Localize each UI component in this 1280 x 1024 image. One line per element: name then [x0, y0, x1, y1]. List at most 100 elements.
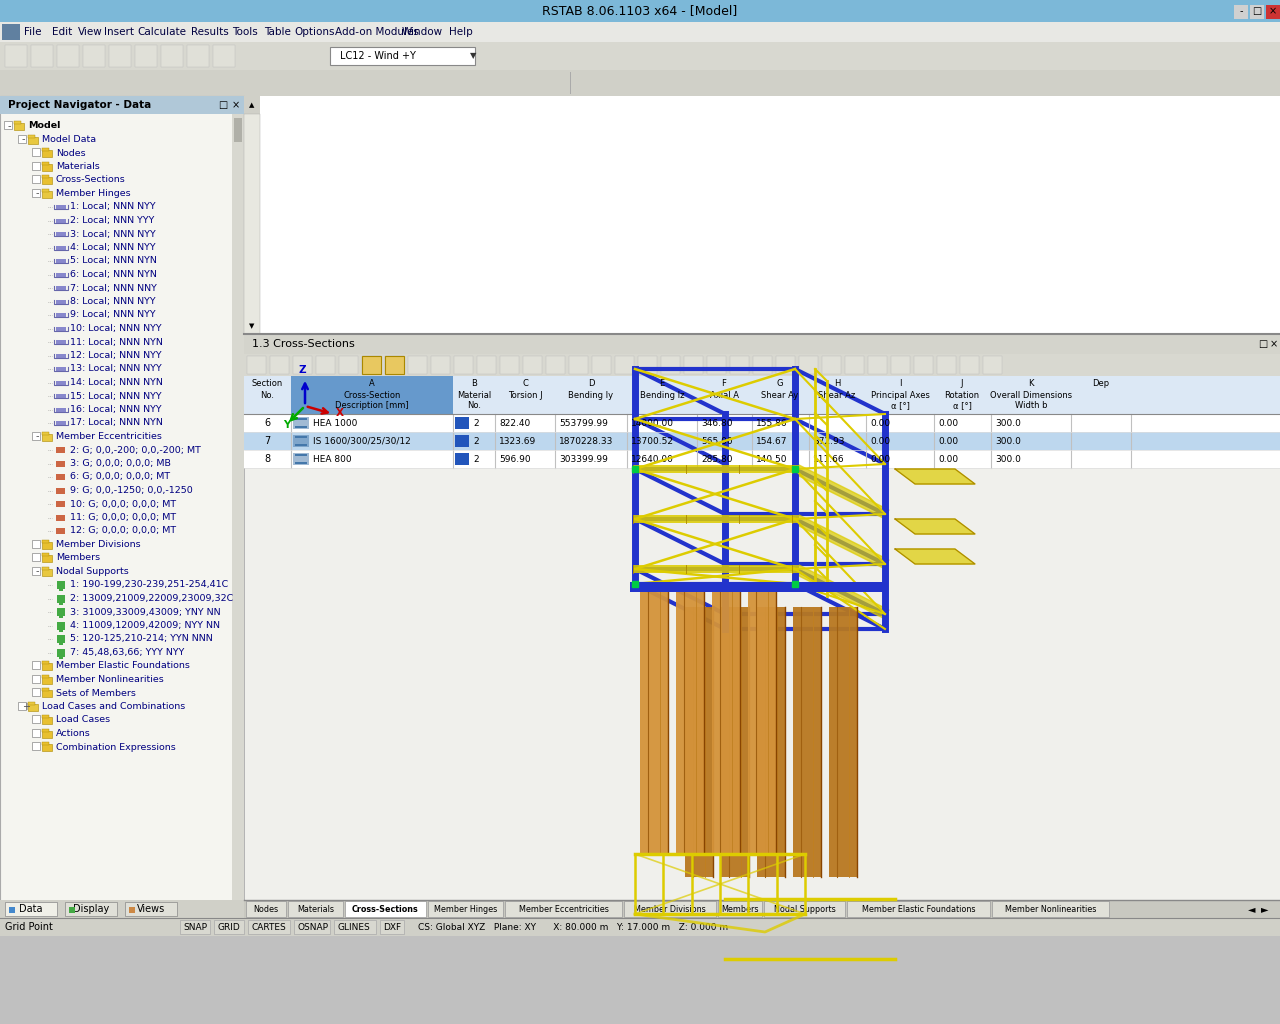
Bar [288, 901, 343, 918]
Bar [1266, 5, 1280, 19]
Bar [32, 188, 40, 197]
Bar [634, 45, 654, 67]
Polygon shape [895, 549, 975, 564]
Bar [611, 45, 630, 67]
Text: Member Elastic Foundations: Member Elastic Foundations [56, 662, 189, 671]
Bar [42, 164, 52, 171]
Bar [42, 553, 49, 556]
Bar [1234, 5, 1248, 19]
Text: 1323.69: 1323.69 [499, 436, 536, 445]
Bar [32, 728, 40, 736]
Text: 0.00: 0.00 [938, 436, 959, 445]
Text: Cross-Section: Cross-Section [343, 390, 401, 399]
Bar [59, 629, 63, 632]
Bar [14, 121, 20, 124]
Text: Y: Y [283, 420, 291, 430]
Bar [42, 742, 49, 745]
Text: 11: G; 0,0,0; 0,0,0; MT: 11: G; 0,0,0; 0,0,0; MT [70, 513, 177, 522]
Bar [270, 356, 289, 374]
Bar [5, 72, 27, 94]
Bar [56, 514, 65, 520]
Bar [658, 45, 678, 67]
Bar [764, 901, 845, 918]
Bar [161, 45, 183, 67]
Text: Materials: Materials [56, 162, 100, 171]
Bar [58, 581, 65, 589]
Bar [248, 920, 291, 934]
Text: Overall Dimensions: Overall Dimensions [989, 390, 1073, 399]
Text: Shear Ay: Shear Ay [762, 390, 799, 399]
Text: E: E [659, 380, 664, 388]
Text: 565.00: 565.00 [701, 436, 732, 445]
Text: Nodes: Nodes [56, 148, 86, 158]
Text: Member Divisions: Member Divisions [56, 540, 141, 549]
Bar [244, 96, 1280, 334]
Bar [1251, 5, 1265, 19]
Text: Display: Display [73, 904, 109, 914]
Text: D: D [588, 380, 594, 388]
Bar [42, 162, 49, 165]
Bar [396, 72, 417, 94]
Text: ►: ► [1261, 904, 1268, 914]
Text: 12: Local; NNN NYY: 12: Local; NNN NYY [70, 351, 161, 360]
Text: Section: Section [251, 380, 283, 388]
Bar [247, 356, 266, 374]
Text: α [°]: α [°] [952, 401, 972, 411]
Bar [56, 327, 67, 331]
Bar [0, 70, 1280, 96]
Bar [42, 690, 52, 697]
Text: α [°]: α [°] [891, 401, 909, 411]
Text: Nodal Supports: Nodal Supports [56, 567, 129, 575]
Text: 285.80: 285.80 [701, 455, 732, 464]
Text: LC12 - Wind +Y: LC12 - Wind +Y [340, 51, 416, 61]
Bar [499, 72, 521, 94]
Text: Member Hinges: Member Hinges [56, 189, 131, 198]
Bar [695, 72, 716, 94]
Bar [362, 356, 381, 374]
Text: Combination Expressions: Combination Expressions [56, 742, 175, 752]
Bar [244, 432, 1280, 450]
Text: DXF: DXF [383, 923, 401, 932]
Bar [239, 72, 261, 94]
Bar [385, 356, 404, 374]
Bar [845, 356, 864, 374]
Text: 372.93: 372.93 [813, 436, 845, 445]
Bar [28, 703, 38, 711]
Bar [454, 453, 468, 465]
Bar [547, 356, 564, 374]
Text: Model Data: Model Data [42, 135, 96, 144]
Text: Rotation: Rotation [945, 390, 979, 399]
Bar [0, 96, 244, 114]
Text: No.: No. [467, 401, 481, 411]
Bar [826, 45, 846, 67]
Bar [330, 47, 475, 65]
Bar [0, 918, 1280, 936]
Bar [59, 615, 63, 618]
Text: 1: Local; NNN NYY: 1: Local; NNN NYY [70, 203, 156, 212]
Bar [385, 356, 404, 374]
Text: Members: Members [56, 554, 100, 562]
Text: -: - [8, 121, 12, 131]
Bar [887, 72, 908, 94]
Bar [42, 188, 49, 191]
Text: ×: × [1270, 339, 1279, 349]
Text: 1: 190-199,230-239,251-254,41C: 1: 190-199,230-239,251-254,41C [70, 581, 228, 590]
Text: 4: 11009,12009,42009; NYY NN: 4: 11009,12009,42009; NYY NN [70, 621, 220, 630]
Bar [59, 588, 63, 591]
Bar [32, 553, 40, 561]
Bar [42, 555, 52, 562]
Bar [244, 354, 1280, 376]
Bar [294, 436, 307, 438]
Bar [748, 584, 776, 854]
Text: Load Cases and Combinations: Load Cases and Combinations [42, 702, 186, 711]
Bar [56, 340, 67, 344]
Text: GRID: GRID [218, 923, 239, 932]
Bar [32, 566, 40, 574]
Bar [265, 72, 287, 94]
Bar [822, 356, 841, 374]
Bar [922, 45, 942, 67]
Text: 11: Local; NNN NYN: 11: Local; NNN NYN [70, 338, 163, 346]
Text: 2: G; 0,0,-200; 0,0,-200; MT: 2: G; 0,0,-200; 0,0,-200; MT [70, 445, 201, 455]
Text: View: View [78, 27, 102, 37]
Text: 10: G; 0,0,0; 0,0,0; MT: 10: G; 0,0,0; 0,0,0; MT [70, 500, 177, 509]
